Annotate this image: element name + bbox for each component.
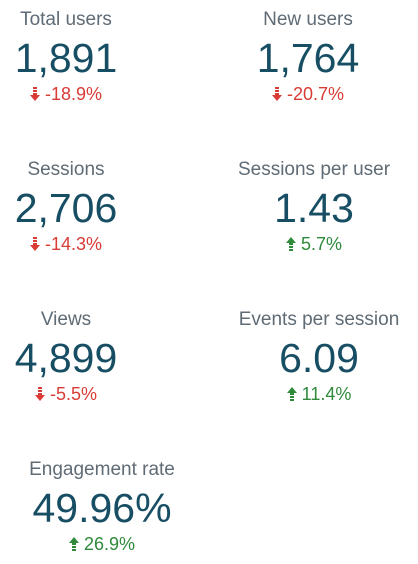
- metric-change-value: -14.3%: [44, 234, 103, 254]
- metric-change-value: 5.7%: [300, 234, 343, 254]
- metric-change: -14.3%: [29, 233, 103, 255]
- metric-change: 5.7%: [285, 233, 343, 255]
- arrow-down-icon: [29, 237, 40, 251]
- metric-label: Sessions: [27, 159, 105, 180]
- metric-value: 1.43: [274, 185, 354, 231]
- metric-card-sessions-per-user: Sessions per user 1.43 5.7%: [224, 158, 404, 256]
- metric-change-value: -18.9%: [44, 84, 103, 104]
- metric-card-engagement-rate: Engagement rate 49.96% 26.9%: [12, 458, 192, 556]
- metric-label: New users: [263, 9, 353, 30]
- metric-label: Sessions per user: [237, 159, 391, 180]
- metric-change-value: 11.4%: [301, 384, 352, 404]
- metric-change-value: 26.9%: [83, 534, 136, 554]
- metric-change: -20.7%: [271, 83, 345, 105]
- metric-change-value: -20.7%: [286, 84, 345, 104]
- metric-change: 26.9%: [68, 533, 136, 555]
- metric-value: 1,891: [14, 35, 118, 81]
- metric-change-value: -5.5%: [49, 384, 98, 404]
- arrow-up-icon: [286, 387, 297, 401]
- arrow-up-icon: [68, 537, 79, 551]
- metric-change: -18.9%: [29, 83, 103, 105]
- metric-value: 49.96%: [32, 485, 172, 531]
- metric-label: Events per session: [238, 309, 400, 330]
- metric-value: 1,764: [256, 35, 360, 81]
- metric-card-total-users: Total users 1,891 -18.9%: [0, 8, 156, 106]
- metric-value: 4,899: [14, 335, 118, 381]
- metric-label: Views: [40, 309, 92, 330]
- metric-value: 2,706: [14, 185, 118, 231]
- metric-value: 6.09: [279, 335, 359, 381]
- metric-card-events-per-session: Events per session 6.09 11.4%: [229, 308, 409, 406]
- metric-card-sessions: Sessions 2,706 -14.3%: [0, 158, 156, 256]
- arrow-down-icon: [271, 87, 282, 101]
- metric-label: Engagement rate: [29, 459, 175, 480]
- arrow-down-icon: [34, 387, 45, 401]
- arrow-down-icon: [29, 87, 40, 101]
- metric-card-new-users: New users 1,764 -20.7%: [218, 8, 398, 106]
- metric-label: Total users: [20, 9, 112, 30]
- metric-change: 11.4%: [286, 383, 352, 405]
- arrow-up-icon: [285, 237, 296, 251]
- metric-card-views: Views 4,899 -5.5%: [0, 308, 156, 406]
- metric-change: -5.5%: [34, 383, 98, 405]
